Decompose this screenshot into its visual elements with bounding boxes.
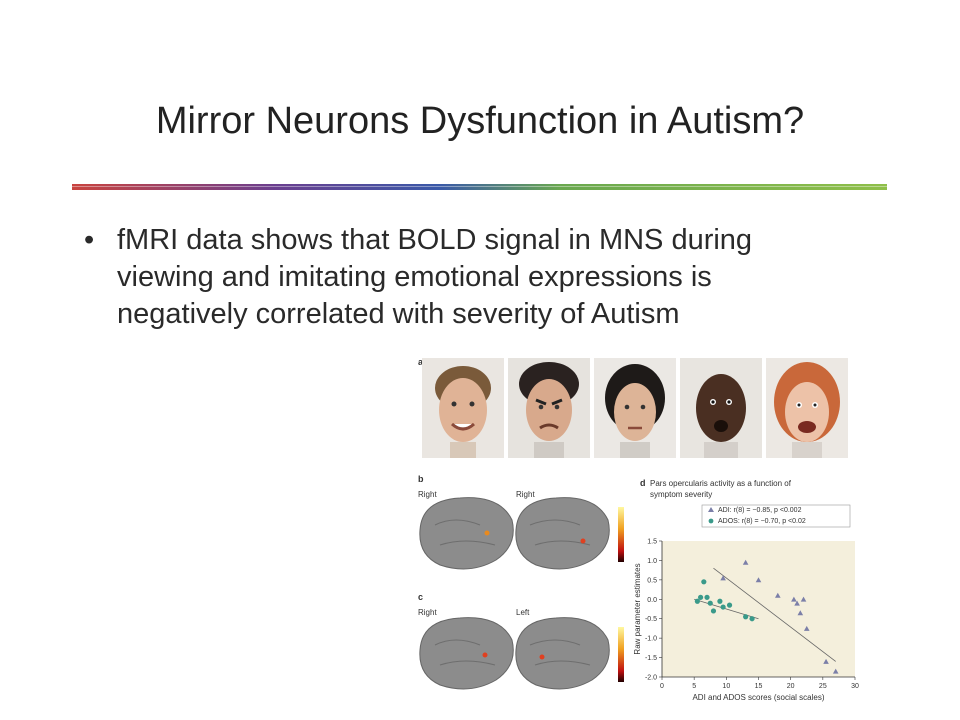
research-figure: a xyxy=(400,355,865,707)
x-axis-label: ADI and ADOS scores (social scales) xyxy=(692,693,824,702)
title-divider xyxy=(72,184,887,190)
panel-d-title-line2: symptom severity xyxy=(650,490,712,499)
data-point-circle xyxy=(749,616,755,622)
data-point-circle xyxy=(704,594,710,600)
x-tick-label: 10 xyxy=(722,683,730,690)
data-point-triangle xyxy=(775,592,781,598)
x-tick-label: 15 xyxy=(755,683,763,690)
data-point-circle xyxy=(698,594,704,600)
figure-svg: a xyxy=(418,357,859,703)
data-point-circle xyxy=(717,598,723,604)
plot-background xyxy=(662,541,855,677)
panel-b-label: b xyxy=(418,474,424,484)
legend-ados: ADOS: r(8) = −0.70, p <0.02 xyxy=(718,518,806,525)
x-tick-label: 20 xyxy=(787,683,795,690)
panel-b-right-label: Right xyxy=(516,490,535,499)
data-point-triangle xyxy=(791,596,797,602)
x-tick-label: 30 xyxy=(851,683,859,690)
data-point-triangle xyxy=(832,668,839,674)
face-fear xyxy=(766,358,848,458)
data-point-triangle xyxy=(823,658,829,664)
data-point-triangle xyxy=(755,577,762,583)
data-point-circle xyxy=(701,579,707,585)
bullet-text: fMRI data shows that BOLD signal in MNS … xyxy=(117,224,753,330)
data-point-circle xyxy=(694,598,700,604)
colorbar-b xyxy=(618,507,624,562)
face-happy xyxy=(422,358,504,458)
data-point-circle xyxy=(710,608,717,614)
panel-d-title-line1: Pars opercularis activity as a function … xyxy=(650,479,792,488)
scatter-plot: 0 5 10 15 20 25 30 1.5 1.0 0.5 0.0 -0.5 -1.0 -1.5 -2.0… xyxy=(633,539,859,703)
slide-title: Mirror Neurons Dysfunction in Autism? xyxy=(155,100,805,142)
data-point-triangle xyxy=(800,596,807,602)
brain-b-right xyxy=(515,497,610,570)
panel-d-label: d xyxy=(640,478,646,488)
panel-c-left-label: Right xyxy=(418,608,437,617)
face-angry xyxy=(508,358,590,458)
y-tick-label: -1.0 xyxy=(645,636,657,643)
activation-spot xyxy=(484,530,490,536)
data-point-circle xyxy=(743,614,749,620)
data-point-triangle xyxy=(803,625,810,631)
y-tick-label: 0.0 xyxy=(647,597,657,604)
panel-a-label: a xyxy=(418,357,424,367)
bullet-marker: • xyxy=(84,224,95,256)
activation-spot xyxy=(539,654,545,660)
legend-adi: ADI: r(8) = −0.85, p <0.002 xyxy=(718,507,802,514)
colorbar-c xyxy=(618,627,624,682)
activation-spot xyxy=(580,538,586,544)
fit-line xyxy=(713,567,836,662)
data-point-triangle xyxy=(797,610,804,616)
data-point-triangle xyxy=(742,559,749,565)
data-point-triangle xyxy=(720,575,726,581)
data-point-circle xyxy=(707,600,713,606)
y-tick-label: 1.0 xyxy=(647,558,657,565)
legend-triangle-icon xyxy=(708,507,714,512)
y-tick-label: 0.5 xyxy=(647,577,657,584)
panel-b-left-label: Right xyxy=(418,490,437,499)
brain-c-right xyxy=(515,617,610,690)
x-tick-label: 0 xyxy=(660,683,664,690)
brain-c-left xyxy=(419,617,514,690)
data-point-circle xyxy=(726,602,733,608)
y-tick-label: -2.0 xyxy=(645,675,657,682)
brain-b-left xyxy=(419,497,514,570)
x-tick-label: 25 xyxy=(819,683,827,690)
face-surprise xyxy=(680,358,762,458)
y-tick-label: -1.5 xyxy=(645,655,657,662)
x-tick-label: 5 xyxy=(692,683,696,690)
y-tick-label: 1.5 xyxy=(647,539,657,546)
y-axis-label: Raw parameter estimates xyxy=(633,563,642,654)
panel-c-label: c xyxy=(418,592,423,602)
y-tick-label: -0.5 xyxy=(645,616,657,623)
data-point-circle xyxy=(720,604,726,610)
data-point-triangle xyxy=(794,600,800,606)
faces-row xyxy=(422,358,848,458)
legend-circle-icon xyxy=(708,518,714,524)
chart-legend: ADI: r(8) = −0.85, p <0.002 ADOS: r(8) =… xyxy=(701,504,851,528)
face-neutral xyxy=(594,358,676,458)
panel-c-right-label: Left xyxy=(516,608,530,617)
activation-spot xyxy=(482,652,488,658)
